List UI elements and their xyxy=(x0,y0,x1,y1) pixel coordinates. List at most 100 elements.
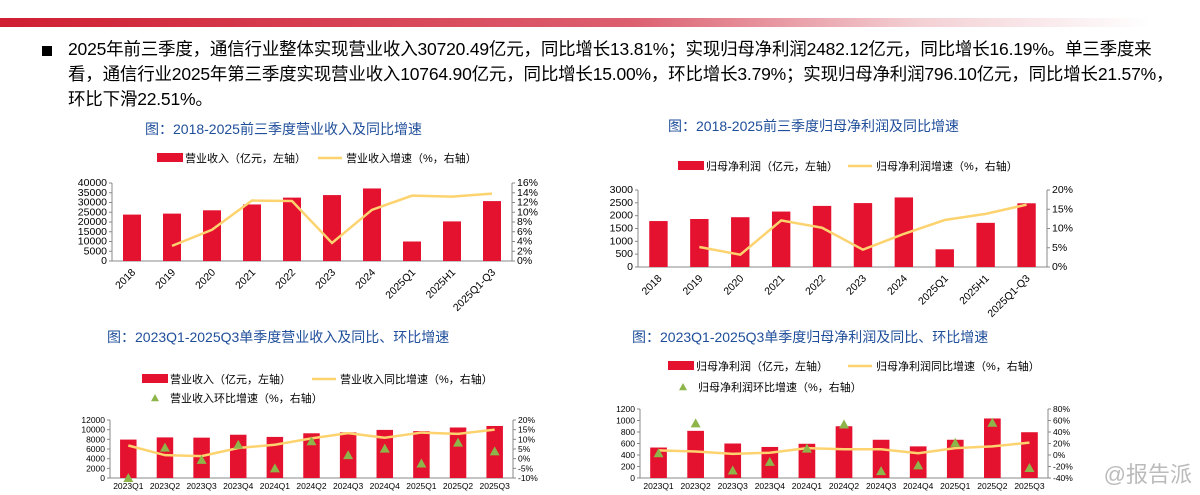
left-tick-label: 5000 xyxy=(84,245,108,257)
right-tick-label: 15% xyxy=(1052,203,1073,215)
chart-4: 图：2023Q1-2025Q3单季度归母净利润及同比、环比增速020040060… xyxy=(616,329,1073,491)
bar xyxy=(731,217,750,267)
x-tick-label: 2023Q2 xyxy=(681,481,712,491)
bar xyxy=(812,205,832,267)
summary-paragraph: 2025年前三季度，通信行业整体实现营业收入30720.49亿元，同比增长13.… xyxy=(68,39,1174,109)
left-tick-label: 0 xyxy=(627,261,633,273)
triangle-marker xyxy=(379,443,390,453)
left-tick-label: 10000 xyxy=(81,425,105,435)
triangle-marker xyxy=(801,443,812,453)
x-tick-label: 2023 xyxy=(844,273,869,298)
triangle-marker xyxy=(233,439,244,449)
x-tick-label: 2019 xyxy=(680,273,705,298)
x-tick-label: 2025H1 xyxy=(424,267,459,302)
left-tick-label: 800 xyxy=(621,427,635,437)
triangle-marker xyxy=(876,466,887,476)
triangle-marker xyxy=(987,417,998,427)
x-tick-label: 2025H1 xyxy=(957,273,992,308)
left-tick-label: 1000 xyxy=(610,235,634,247)
right-tick-label: 15% xyxy=(518,425,535,435)
header-gradient-bar xyxy=(0,18,1150,27)
right-tick-label: 10% xyxy=(517,206,538,218)
left-tick-label: 2000 xyxy=(86,463,105,473)
bar xyxy=(443,221,461,261)
bar xyxy=(724,443,742,478)
left-tick-label: 8000 xyxy=(86,434,105,444)
x-tick-label: 2023Q1 xyxy=(113,481,144,491)
x-tick-label: 2023Q2 xyxy=(150,481,181,491)
x-tick-label: 2018 xyxy=(113,267,138,292)
bar xyxy=(483,201,501,261)
legend-label: 营业收入增速（%，右轴） xyxy=(346,151,477,165)
right-tick-label: 0% xyxy=(517,255,532,267)
right-tick-label: 0% xyxy=(1052,261,1067,273)
left-tick-label: 35000 xyxy=(78,187,107,199)
left-tick-label: 20000 xyxy=(78,216,107,228)
triangle-marker xyxy=(269,463,280,473)
left-tick-label: 1000 xyxy=(616,416,635,426)
bar xyxy=(120,439,137,478)
watermark: @报告派 xyxy=(1103,462,1192,487)
triangle-marker xyxy=(839,419,849,429)
bar xyxy=(363,188,381,261)
bar xyxy=(203,210,221,261)
left-tick-label: 25000 xyxy=(78,206,107,218)
right-tick-label: 12% xyxy=(517,197,538,209)
left-tick-label: 0 xyxy=(101,255,107,267)
right-tick-label: 2% xyxy=(517,245,532,257)
chart-1: 图：2018-2025前三季度营业收入及同比增速0500010000150002… xyxy=(78,121,538,314)
right-tick-label: 16% xyxy=(517,177,538,189)
left-tick-label: 12000 xyxy=(81,415,105,425)
bar xyxy=(123,214,141,261)
legend-triangle-icon xyxy=(151,394,159,402)
x-tick-label: 2025Q3 xyxy=(480,481,511,491)
legend-bar-swatch xyxy=(157,153,183,162)
bar xyxy=(229,434,247,478)
x-tick-label: 2024Q4 xyxy=(370,481,401,491)
legend-label: 营业收入（亿元，左轴） xyxy=(185,151,306,165)
legend-label: 归母净利润（亿元，左轴） xyxy=(696,359,828,373)
right-tick-label: 20% xyxy=(1052,184,1073,196)
x-tick-label: 2023Q4 xyxy=(755,481,786,491)
x-tick-label: 2024 xyxy=(885,273,910,298)
bar xyxy=(413,431,430,478)
chart-title: 图：2018-2025前三季度归母净利润及同比增速 xyxy=(668,118,959,134)
x-tick-label: 2024 xyxy=(353,267,378,292)
bar xyxy=(649,221,668,267)
x-tick-label: 2025Q2 xyxy=(977,481,1008,491)
bar xyxy=(894,197,914,267)
left-tick-label: 3000 xyxy=(610,184,634,196)
right-tick-label: -20% xyxy=(1053,462,1073,472)
bar xyxy=(403,241,421,261)
left-tick-label: 500 xyxy=(615,248,633,260)
triangle-marker xyxy=(653,448,664,458)
x-tick-label: 2021 xyxy=(762,273,787,298)
triangle-marker xyxy=(1024,462,1035,472)
right-tick-label: 8% xyxy=(517,216,532,228)
triangle-marker xyxy=(123,473,134,482)
left-tick-label: 40000 xyxy=(78,177,107,189)
triangle-marker xyxy=(159,442,170,452)
left-tick-label: 0 xyxy=(630,473,635,483)
right-tick-label: 20% xyxy=(1053,439,1070,449)
legend-label: 归母净利润环比增速（%，右轴） xyxy=(698,380,862,394)
left-tick-label: 4000 xyxy=(86,454,105,464)
left-tick-label: 2500 xyxy=(610,197,634,209)
left-tick-label: 30000 xyxy=(78,197,107,209)
left-tick-label: 2000 xyxy=(610,210,634,222)
bar xyxy=(323,195,341,261)
chart-title: 图：2023Q1-2025Q3单季度营业收入及同比、环比增速 xyxy=(107,329,449,345)
left-tick-label: 0 xyxy=(100,473,105,483)
right-tick-label: 40% xyxy=(1053,427,1070,437)
bar xyxy=(376,429,394,478)
x-tick-label: 2023Q3 xyxy=(718,481,749,491)
legend-label: 营业收入（亿元，左轴） xyxy=(170,372,291,386)
x-tick-label: 2021 xyxy=(233,267,258,292)
bar xyxy=(449,427,467,478)
legend-bar-swatch xyxy=(678,161,704,170)
triangle-marker xyxy=(690,418,701,428)
x-tick-label: 2023Q4 xyxy=(223,481,254,491)
bar xyxy=(835,426,853,478)
legend-label: 归母净利润增速（%，右轴） xyxy=(876,159,1018,173)
